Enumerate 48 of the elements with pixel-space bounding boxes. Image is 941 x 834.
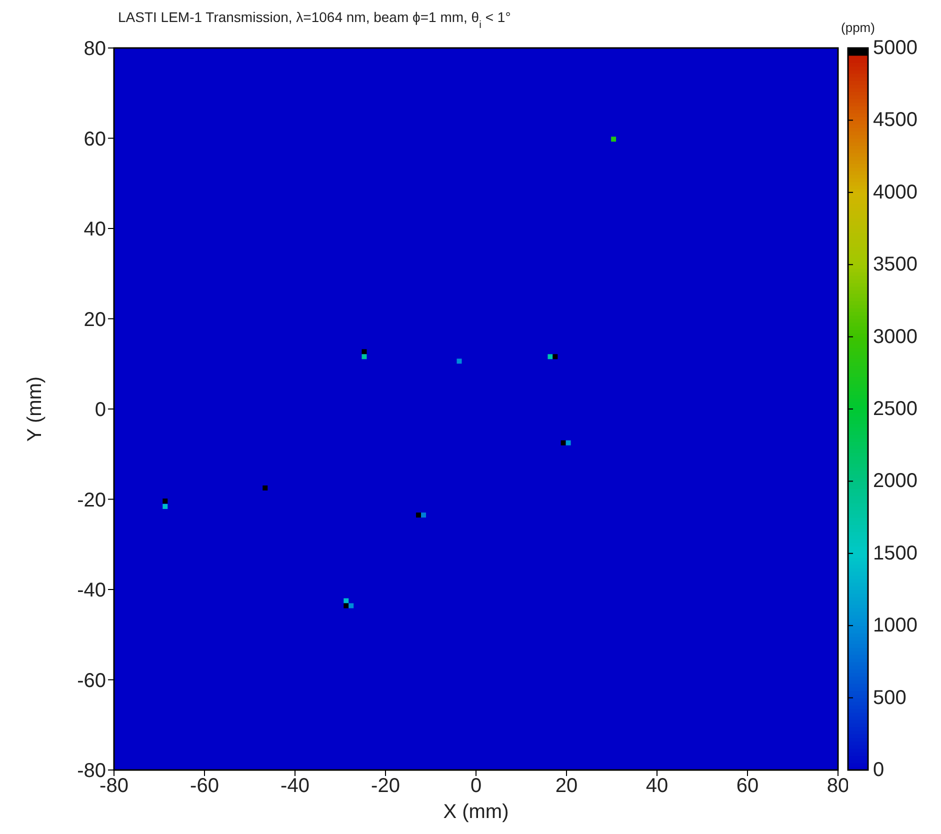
x-tick-label: -60 — [190, 775, 219, 798]
x-tick-label: 20 — [555, 775, 578, 798]
color-bar-label: 2000 — [873, 470, 918, 492]
point — [421, 512, 426, 518]
color-bar-label: 4000 — [873, 181, 918, 204]
y-tick-label: 60 — [84, 128, 106, 150]
color-bar-label: 4500 — [873, 109, 918, 132]
color-bar-label: 500 — [873, 686, 906, 709]
y-tick-label: -20 — [77, 489, 106, 512]
chart-title: LASTI LEM-1 Transmission, λ=1064 nm, beam ϕ=1 mm, θ$_{i}$ < 1° — [118, 9, 511, 31]
point — [262, 485, 268, 490]
x-axis-title: X (mm) — [443, 801, 509, 823]
color-bar-title: (ppm) — [841, 20, 875, 35]
y-tick-label: 20 — [84, 308, 106, 331]
color-bar-label: 3000 — [873, 326, 918, 348]
point — [456, 358, 462, 364]
point — [548, 354, 553, 360]
x-tick-label: 80 — [826, 775, 850, 798]
x-tick-label: -20 — [371, 775, 400, 798]
point — [552, 354, 558, 360]
y-tick-label: 80 — [84, 38, 106, 60]
point — [362, 354, 367, 360]
point — [162, 504, 168, 509]
color-bar-label: 5000 — [873, 37, 918, 59]
y-tick-label: -60 — [77, 670, 106, 692]
color-bar-label: 1500 — [873, 542, 918, 564]
point — [344, 598, 349, 604]
y-tick-label: -80 — [77, 760, 106, 782]
point — [416, 512, 422, 518]
point — [348, 603, 354, 608]
point — [566, 440, 571, 446]
y-axis-title: Y (mm) — [24, 376, 46, 442]
y-tick-label: 40 — [84, 218, 106, 241]
point — [162, 498, 168, 504]
color-bar-label: 3500 — [873, 254, 918, 276]
point — [611, 136, 616, 142]
point — [560, 440, 566, 446]
x-tick-label: 60 — [736, 775, 759, 798]
y-tick-label: 0 — [94, 399, 106, 422]
x-tick-label: 40 — [646, 775, 668, 798]
y-tick-label: -40 — [77, 580, 106, 602]
x-tick-label: 0 — [470, 775, 482, 798]
color-bar-label: 2500 — [873, 398, 918, 420]
point — [362, 349, 367, 354]
point — [344, 603, 349, 608]
x-tick-label: -40 — [280, 775, 310, 798]
color-bar-label: 0 — [873, 759, 884, 781]
color-bar-label: 1000 — [873, 614, 918, 637]
